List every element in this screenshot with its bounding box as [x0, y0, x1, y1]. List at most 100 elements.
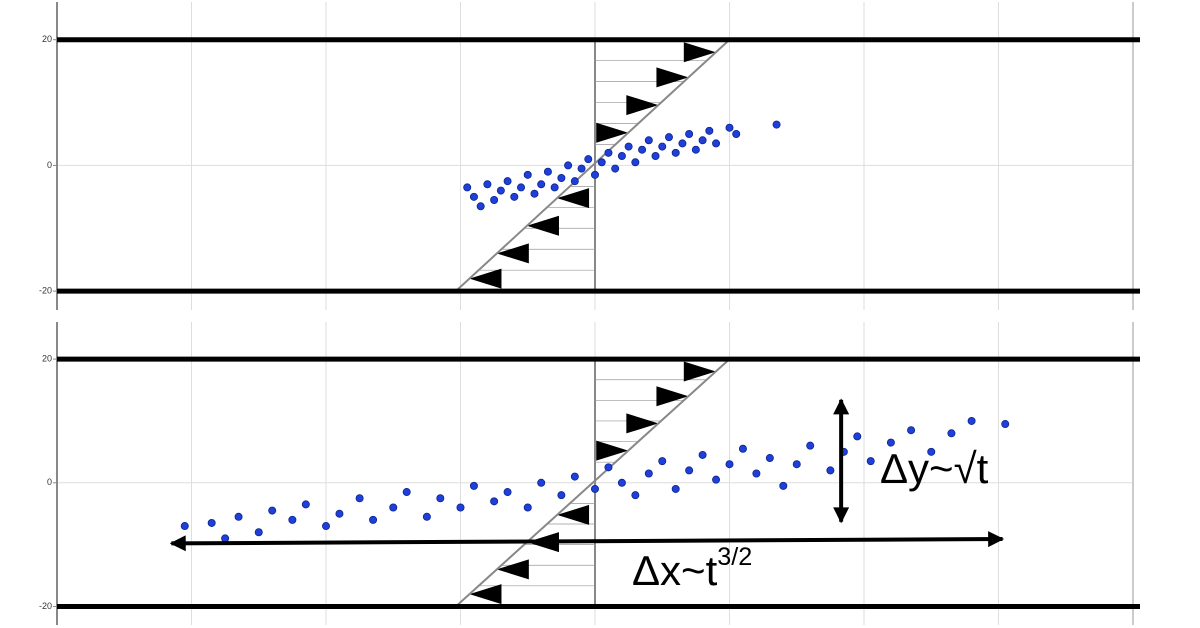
point — [207, 518, 216, 527]
point — [550, 183, 559, 192]
annotation: Δy~√t — [880, 445, 989, 492]
profile-arrow — [626, 95, 659, 116]
point — [597, 158, 606, 167]
point — [335, 509, 344, 518]
y-tick-label: 20 — [42, 353, 52, 363]
point — [779, 481, 788, 490]
point — [617, 478, 626, 487]
point — [422, 512, 431, 521]
profile-arrow — [656, 386, 689, 407]
profile-arrow — [596, 440, 629, 461]
y-tick-label: 0 — [47, 477, 52, 487]
y-tick-label: 0 — [47, 160, 52, 170]
point — [752, 469, 761, 478]
point — [584, 155, 593, 164]
point — [543, 167, 552, 176]
point — [591, 170, 600, 179]
point — [866, 457, 875, 466]
profile-arrow — [469, 268, 502, 289]
point — [490, 497, 499, 506]
spread-arrow — [169, 531, 1005, 552]
point — [496, 186, 505, 195]
point — [658, 142, 667, 151]
point — [369, 515, 378, 524]
point — [517, 183, 526, 192]
shear-line — [455, 38, 731, 292]
point — [967, 416, 976, 425]
point — [490, 195, 499, 204]
point — [503, 177, 512, 186]
point — [389, 503, 398, 512]
point — [469, 192, 478, 201]
point — [644, 136, 653, 145]
point — [725, 123, 734, 132]
profile-arrow — [496, 559, 529, 580]
point — [1001, 420, 1010, 429]
profile-arrow — [626, 413, 659, 434]
point — [577, 164, 586, 173]
point — [301, 500, 310, 509]
point — [631, 491, 640, 500]
profile-arrow — [596, 122, 629, 143]
point — [180, 522, 189, 531]
profile-arrow — [656, 67, 689, 88]
point — [510, 192, 519, 201]
point — [765, 454, 774, 463]
point — [523, 503, 532, 512]
y-tick-label: -20 — [39, 286, 52, 296]
point — [853, 432, 862, 441]
point — [570, 472, 579, 481]
point — [483, 180, 492, 189]
point — [537, 478, 546, 487]
point — [826, 466, 835, 475]
point — [712, 139, 721, 148]
point — [503, 488, 512, 497]
point — [738, 444, 747, 453]
annotation-text: Δx~t — [632, 547, 718, 594]
point — [476, 202, 485, 211]
point — [591, 484, 600, 493]
point — [268, 506, 277, 515]
point — [712, 475, 721, 484]
point — [886, 438, 895, 447]
point — [537, 180, 546, 189]
point — [772, 120, 781, 129]
annotation-text: Δy~√t — [880, 445, 989, 492]
profile-arrow — [683, 42, 716, 63]
point — [644, 469, 653, 478]
point — [221, 534, 230, 543]
point — [456, 503, 465, 512]
point — [254, 528, 263, 537]
point — [402, 488, 411, 497]
point — [651, 151, 660, 160]
point — [557, 173, 566, 182]
annotation: Δx~t3/2 — [632, 543, 752, 594]
profile-arrow — [526, 215, 559, 236]
point — [685, 129, 694, 138]
point — [469, 481, 478, 490]
point — [611, 164, 620, 173]
point — [631, 158, 640, 167]
profile-arrow — [557, 188, 590, 209]
point — [698, 450, 707, 459]
point — [355, 494, 364, 503]
y-tick-label: 20 — [42, 34, 52, 44]
point — [671, 148, 680, 157]
point — [927, 447, 936, 456]
point — [907, 426, 916, 435]
profile-arrow — [496, 243, 529, 264]
point — [658, 457, 667, 466]
profile-arrow — [683, 361, 716, 382]
point — [685, 466, 694, 475]
point — [698, 136, 707, 145]
point — [570, 177, 579, 186]
point — [732, 129, 741, 138]
point — [617, 151, 626, 160]
point — [604, 463, 613, 472]
annotation-superscript: 3/2 — [717, 543, 752, 571]
point — [664, 133, 673, 142]
point — [523, 170, 532, 179]
point — [321, 522, 330, 531]
